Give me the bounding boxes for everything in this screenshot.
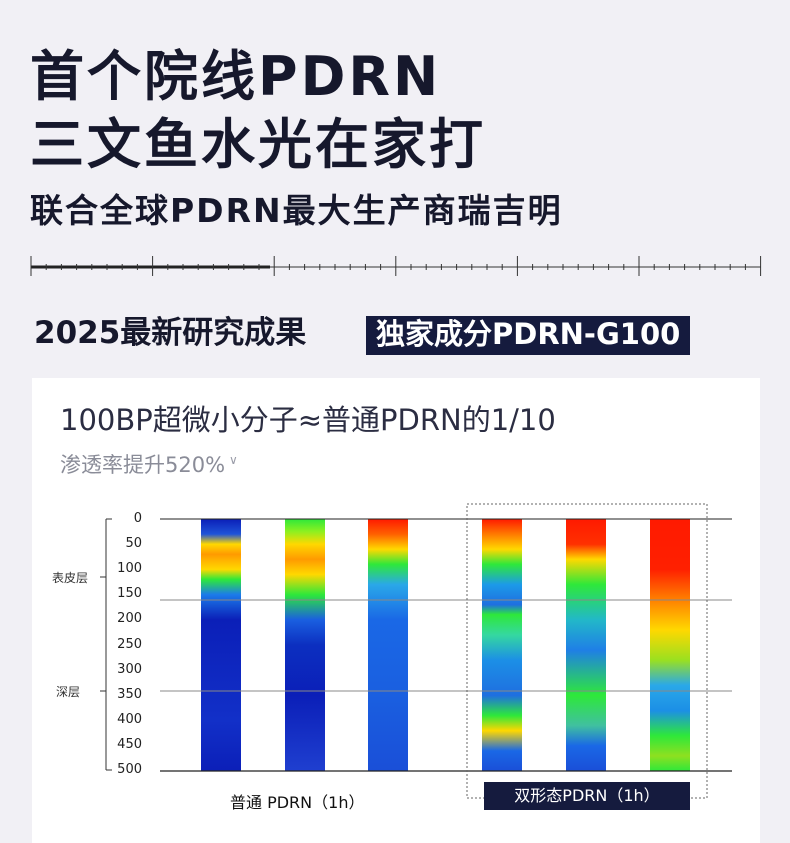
y-tick-label: 100	[117, 561, 142, 577]
normal-pdrn-label: 普通 PDRN（1h）	[230, 793, 365, 812]
y-tick-label: 300	[117, 661, 142, 677]
dual-form-pdrn-column-3	[650, 519, 690, 771]
y-tick-label: 150	[117, 586, 142, 602]
y-tick-label: 0	[133, 511, 142, 526]
epidermis-layer-label: 表皮层	[52, 571, 89, 585]
y-tick-label: 400	[117, 711, 142, 727]
chevron-down-icon: ∨	[229, 453, 238, 467]
normal-pdrn-column-2	[285, 519, 325, 771]
normal-pdrn-column-1	[201, 519, 241, 771]
y-tick-label: 450	[117, 736, 142, 752]
dual-form-pdrn-column-1	[482, 519, 522, 771]
y-tick-label: 50	[125, 536, 142, 552]
y-tick-label: 200	[117, 611, 142, 627]
decorative-ruler	[30, 256, 762, 276]
penetration-rate-text: 渗透率提升520%	[60, 453, 226, 477]
y-tick-label: 500	[117, 762, 142, 777]
headline-line-1: 首个院线PDRN	[30, 45, 442, 108]
dual-form-pdrn-label: 双形态PDRN（1h）	[484, 782, 690, 810]
deep-layer-label: 深层	[56, 685, 81, 699]
y-tick-label: 250	[117, 636, 142, 652]
penetration-panel: 100BP超微小分子≈普通PDRN的1/10 渗透率提升520% ∨ 表皮层 深层…	[32, 378, 760, 843]
research-label: 2025最新研究成果	[34, 315, 307, 351]
exclusive-ingredient-badge: 独家成分PDRN-G100	[366, 316, 691, 355]
panel-subtitle: 渗透率提升520% ∨	[60, 454, 238, 476]
normal-pdrn-column-3	[368, 519, 408, 771]
headline-line-2: 三文鱼水光在家打	[30, 113, 486, 176]
penetration-heatmap-chart	[100, 503, 732, 799]
headline-subtitle: 联合全球PDRN最大生产商瑞吉明	[30, 191, 563, 230]
panel-title: 100BP超微小分子≈普通PDRN的1/10	[60, 403, 556, 437]
y-tick-label: 350	[117, 686, 142, 702]
dual-form-pdrn-column-2	[566, 519, 606, 771]
